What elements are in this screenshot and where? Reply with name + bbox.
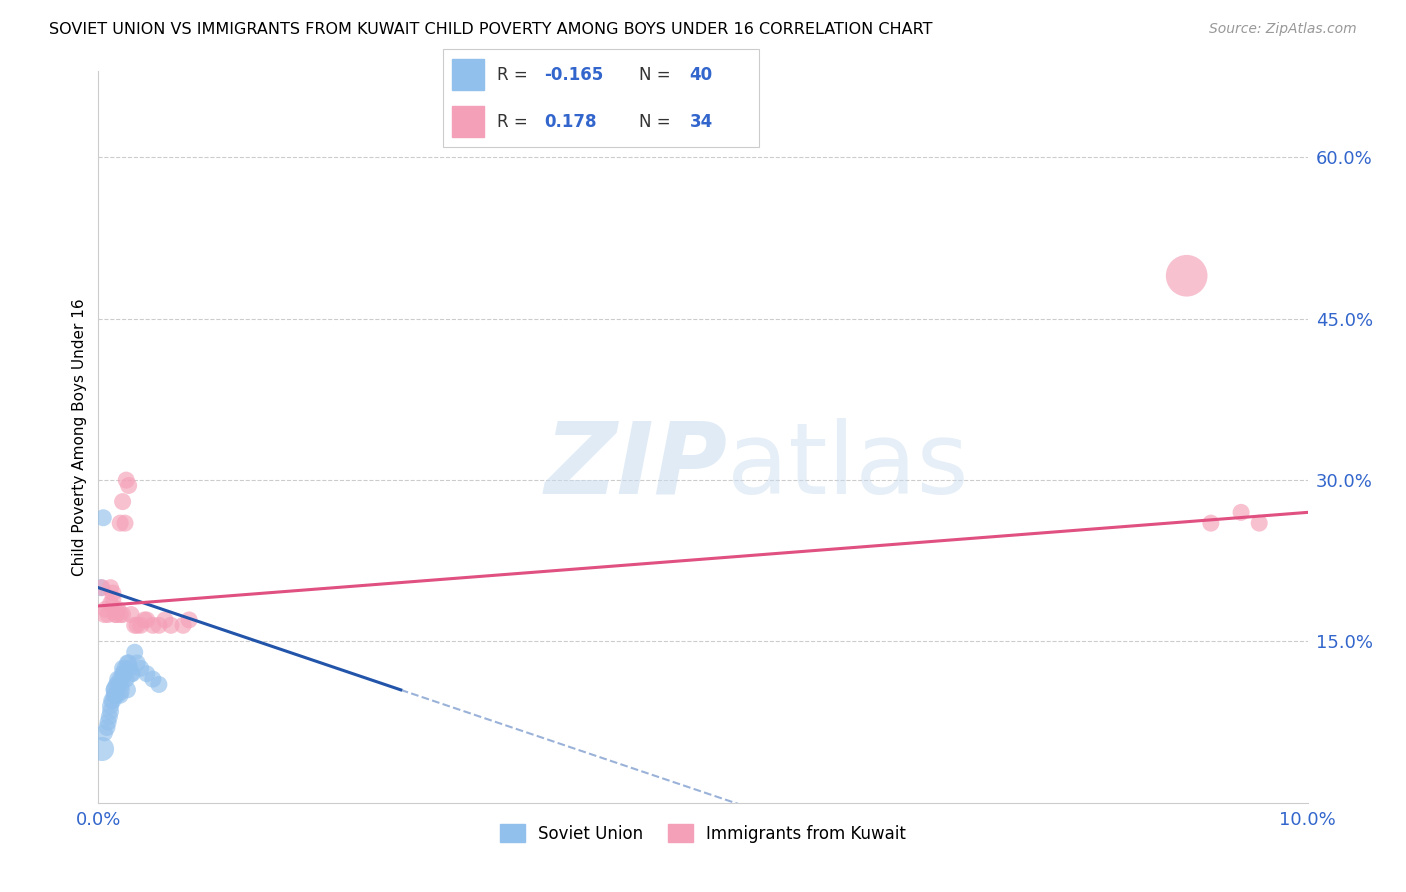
Point bbox=[98, 710, 121, 724]
Text: N =: N = bbox=[640, 112, 671, 130]
Point bbox=[120, 666, 142, 681]
Point bbox=[108, 607, 131, 622]
Point bbox=[115, 672, 138, 686]
Point bbox=[179, 613, 201, 627]
Point bbox=[100, 698, 122, 713]
Bar bbox=[453, 59, 484, 90]
Bar bbox=[453, 106, 484, 137]
Point bbox=[111, 494, 134, 508]
Point bbox=[97, 715, 120, 730]
Point bbox=[108, 688, 131, 702]
Point bbox=[101, 586, 124, 600]
Point bbox=[160, 618, 183, 632]
Text: ZIP: ZIP bbox=[544, 417, 727, 515]
Point bbox=[105, 607, 128, 622]
Point bbox=[97, 607, 120, 622]
Text: R =: R = bbox=[496, 66, 527, 84]
Point bbox=[121, 666, 143, 681]
Point bbox=[148, 677, 170, 691]
Text: 40: 40 bbox=[690, 66, 713, 84]
Point bbox=[111, 666, 134, 681]
Point bbox=[100, 693, 122, 707]
Point bbox=[94, 602, 117, 616]
Text: atlas: atlas bbox=[727, 417, 969, 515]
Text: SOVIET UNION VS IMMIGRANTS FROM KUWAIT CHILD POVERTY AMONG BOYS UNDER 16 CORRELA: SOVIET UNION VS IMMIGRANTS FROM KUWAIT C… bbox=[49, 22, 932, 37]
Text: N =: N = bbox=[640, 66, 671, 84]
Point bbox=[142, 618, 165, 632]
Point bbox=[127, 656, 149, 670]
Point bbox=[110, 677, 132, 691]
Point bbox=[112, 666, 135, 681]
Point bbox=[101, 591, 124, 606]
Point bbox=[96, 721, 118, 735]
Point bbox=[100, 581, 122, 595]
Point bbox=[135, 666, 157, 681]
Point bbox=[100, 597, 122, 611]
Text: -0.165: -0.165 bbox=[544, 66, 603, 84]
Point bbox=[114, 516, 136, 530]
Point bbox=[142, 672, 165, 686]
Point bbox=[1249, 516, 1271, 530]
FancyBboxPatch shape bbox=[443, 49, 759, 147]
Point bbox=[108, 677, 131, 691]
Point bbox=[100, 705, 122, 719]
Point bbox=[120, 607, 142, 622]
Point bbox=[117, 682, 139, 697]
Y-axis label: Child Poverty Among Boys Under 16: Child Poverty Among Boys Under 16 bbox=[72, 298, 87, 576]
Point bbox=[93, 726, 115, 740]
Point bbox=[105, 677, 128, 691]
Point bbox=[124, 618, 146, 632]
Point bbox=[127, 618, 149, 632]
Point bbox=[93, 607, 115, 622]
Point bbox=[117, 656, 139, 670]
Point bbox=[118, 661, 141, 675]
Point bbox=[172, 618, 194, 632]
Point bbox=[134, 613, 156, 627]
Point bbox=[104, 607, 127, 622]
Point bbox=[108, 672, 131, 686]
Point bbox=[108, 516, 131, 530]
Point bbox=[91, 742, 114, 756]
Text: 34: 34 bbox=[690, 112, 713, 130]
Legend: Soviet Union, Immigrants from Kuwait: Soviet Union, Immigrants from Kuwait bbox=[494, 818, 912, 849]
Point bbox=[91, 510, 114, 524]
Point bbox=[1175, 268, 1198, 283]
Point bbox=[91, 581, 114, 595]
Point bbox=[101, 693, 124, 707]
Point bbox=[103, 688, 125, 702]
Text: 0.178: 0.178 bbox=[544, 112, 596, 130]
Point bbox=[1199, 516, 1222, 530]
Point bbox=[135, 613, 157, 627]
Point bbox=[129, 661, 152, 675]
Point bbox=[129, 618, 152, 632]
Point bbox=[90, 581, 112, 595]
Text: R =: R = bbox=[496, 112, 527, 130]
Point bbox=[118, 478, 141, 492]
Point bbox=[148, 618, 170, 632]
Text: Source: ZipAtlas.com: Source: ZipAtlas.com bbox=[1209, 22, 1357, 37]
Point bbox=[107, 672, 129, 686]
Point bbox=[107, 682, 129, 697]
Point bbox=[1230, 505, 1253, 519]
Point bbox=[124, 645, 146, 659]
Point bbox=[105, 688, 128, 702]
Point bbox=[153, 613, 176, 627]
Point bbox=[104, 688, 127, 702]
Point bbox=[114, 666, 136, 681]
Point bbox=[107, 602, 129, 616]
Point bbox=[118, 656, 141, 670]
Point bbox=[115, 473, 138, 487]
Point bbox=[111, 661, 134, 675]
Point bbox=[103, 682, 125, 697]
Point bbox=[111, 607, 134, 622]
Point bbox=[114, 661, 136, 675]
